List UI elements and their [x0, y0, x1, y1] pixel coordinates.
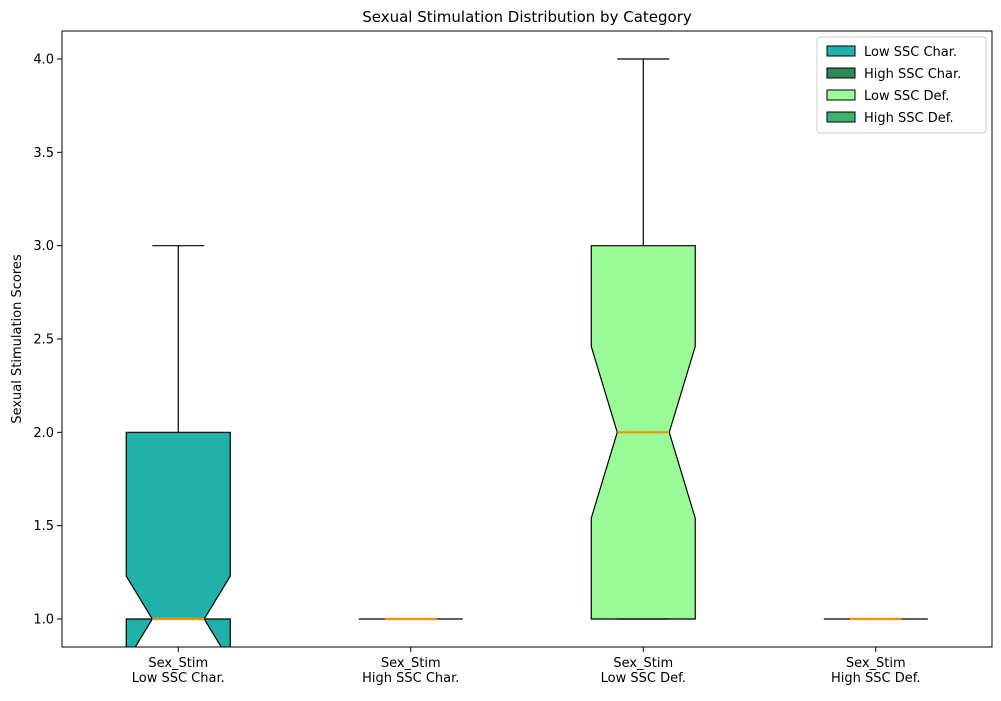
legend-label-3: Low SSC Def.	[864, 89, 949, 104]
legend-swatch-4	[826, 111, 856, 123]
plot-marks	[125, 58, 928, 647]
x-tick-label-line2: Low SSC Def.	[601, 671, 686, 686]
y-tick-label: 1.5	[33, 519, 54, 534]
x-tick-label-line2: High SSC Def.	[831, 671, 921, 686]
y-tick-label: 3.0	[33, 239, 54, 254]
legend-swatch-1	[826, 45, 856, 57]
y-tick-label: 2.5	[33, 333, 54, 348]
y-axis-label: Sexual Stimulation Scores	[10, 254, 25, 424]
y-tick-label: 2.0	[33, 426, 54, 441]
box-1	[125, 431, 231, 647]
x-tick-label-line1: Sex_Stim	[846, 656, 906, 671]
y-tick-label: 3.5	[33, 146, 54, 161]
x-tick-label-line2: High SSC Char.	[362, 671, 459, 686]
x-tick-label-line2: Low SSC Char.	[132, 671, 225, 686]
legend-label-2: High SSC Char.	[864, 67, 961, 82]
legend-frame	[816, 36, 987, 134]
x-tick-label-line1: Sex_Stim	[148, 656, 208, 671]
y-tick-label: 4.0	[33, 53, 54, 68]
legend-swatch-2	[826, 67, 856, 79]
legend-label-1: Low SSC Char.	[864, 45, 957, 60]
chart-title: Sexual Stimulation Distribution by Categ…	[362, 8, 692, 26]
x-tick-label-line1: Sex_Stim	[381, 656, 441, 671]
y-tick-label: 1.0	[33, 613, 54, 628]
x-tick-label-line1: Sex_Stim	[613, 656, 673, 671]
legend-swatch-3	[826, 89, 856, 101]
legend-label-4: High SSC Def.	[864, 111, 954, 126]
legend: Low SSC Char. High SSC Char. Low SSC Def. H…	[816, 36, 987, 134]
